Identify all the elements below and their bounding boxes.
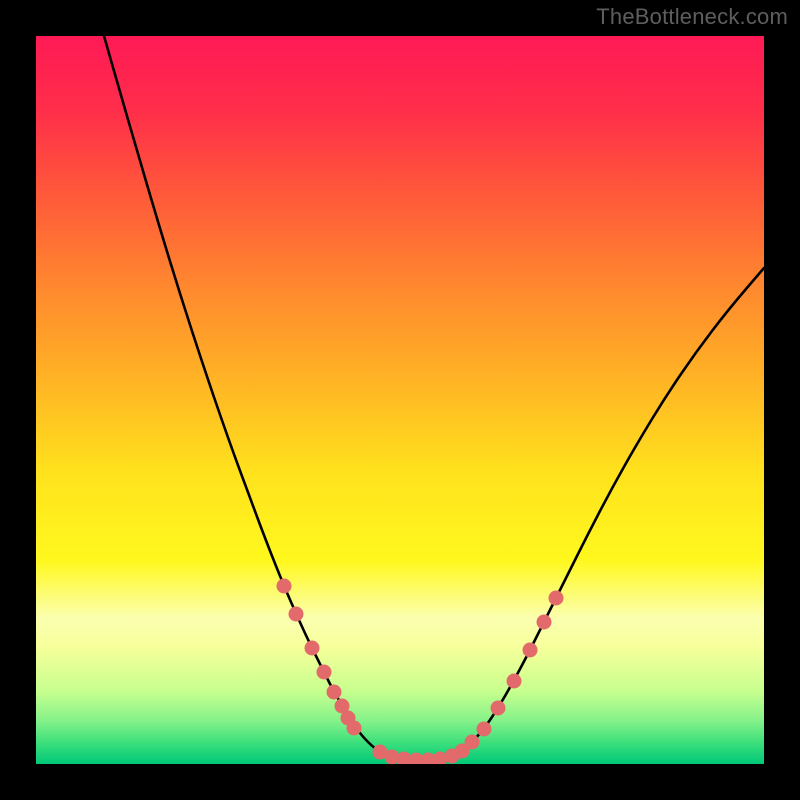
data-point bbox=[477, 722, 492, 737]
plot-area bbox=[36, 36, 764, 764]
chart-frame: TheBottleneck.com bbox=[0, 0, 800, 800]
bottleneck-curve-layer bbox=[36, 36, 764, 764]
data-point bbox=[289, 607, 304, 622]
data-point bbox=[305, 641, 320, 656]
data-point bbox=[491, 701, 506, 716]
data-point bbox=[507, 674, 522, 689]
data-point bbox=[537, 615, 552, 630]
data-point bbox=[523, 643, 538, 658]
data-point bbox=[347, 721, 362, 736]
data-point bbox=[327, 685, 342, 700]
bottleneck-curve bbox=[104, 36, 764, 760]
data-point bbox=[317, 665, 332, 680]
data-points bbox=[277, 579, 564, 765]
data-point bbox=[549, 591, 564, 606]
data-point bbox=[465, 735, 480, 750]
watermark-label: TheBottleneck.com bbox=[596, 4, 788, 30]
data-point bbox=[277, 579, 292, 594]
